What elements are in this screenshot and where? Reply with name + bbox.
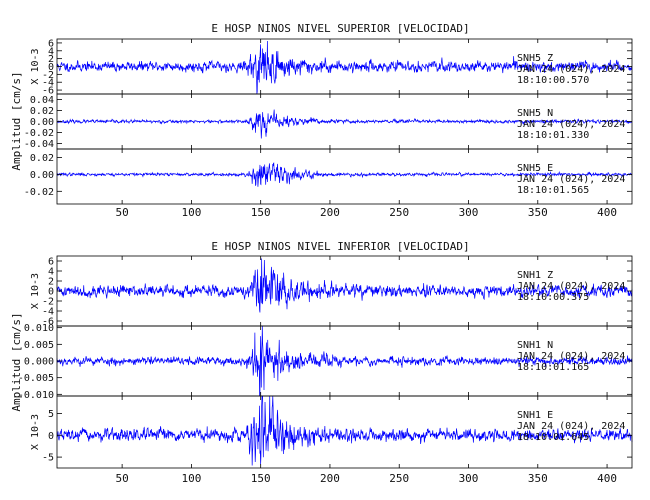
y-tick-label: -0.010 [18,390,54,401]
y-tick-label: -2 [42,297,54,308]
y-tick-label: 2 [48,277,54,288]
x-tick-label: 150 [251,206,271,219]
y-tick-label: -0.02 [24,128,54,139]
station-label: SNH5 N [517,108,553,119]
station-label: SNH5 E [517,163,553,174]
scale-label: X 10-3 [30,48,41,84]
y-tick-label: 0 [48,287,54,298]
time-label: 18:10:01.165 [517,362,589,373]
panel-frame [56,395,633,469]
y-tick-label: -4 [42,78,54,89]
y-tick-label: 2 [48,54,54,65]
y-tick-label: 6 [48,38,54,49]
y-tick-label: 0.00 [30,117,54,128]
y-tick-label: 0.000 [24,357,54,368]
waveform-trace [56,325,633,397]
station-label: SNH1 N [517,340,553,351]
station-label: SNH1 Z [517,270,553,281]
y-axis-label: Amplitud [cm/s] [10,312,23,411]
x-tick-label: 250 [389,472,409,485]
x-tick-label: 100 [181,472,201,485]
x-tick-label: 300 [459,472,479,485]
y-axis-label: Amplitud [cm/s] [10,71,23,170]
y-tick-label: -6 [42,317,54,328]
x-tick-label: 50 [115,472,128,485]
y-tick-label: 5 [48,409,54,420]
chart-title: E HOSP NINOS NIVEL INFERIOR [VELOCIDAD] [211,240,469,253]
y-tick-label: 0.04 [30,95,54,106]
y-tick-label: 0 [48,431,54,442]
x-tick-label: 400 [597,206,617,219]
y-tick-label: -6 [42,86,54,97]
y-tick-label: 0 [48,62,54,73]
x-tick-label: 100 [181,206,201,219]
x-tick-label: 200 [320,206,340,219]
x-tick-label: 350 [528,206,548,219]
y-tick-label: 4 [48,267,54,278]
chart-nivel-superior: E HOSP NINOS NIVEL SUPERIOR [VELOCIDAD] 6… [10,22,633,219]
y-tick-label: 6 [48,257,54,268]
y-tick-label: -0.005 [18,373,54,384]
x-tick-label: 400 [597,472,617,485]
waveform-trace [56,258,633,313]
scale-label: X 10-3 [30,273,41,309]
figure-layer: E HOSP NINOS NIVEL SUPERIOR [VELOCIDAD] 6… [10,22,633,485]
x-tick-label: 150 [251,472,271,485]
chart-nivel-inferior: E HOSP NINOS NIVEL INFERIOR [VELOCIDAD] 6… [10,240,633,485]
scale-label: X 10-3 [30,414,41,450]
y-tick-label: -4 [42,307,54,318]
station-label: SNH5 Z [517,53,553,64]
y-tick-label: 0.010 [24,323,54,334]
date-label: JAN 24 (024), 2024 [517,351,625,362]
time-label: 18:10:00.375 [517,292,589,303]
waveform-trace [56,40,633,95]
waveform-trace [56,109,633,139]
x-tick-label: 200 [320,472,340,485]
waveform-trace [56,395,633,466]
y-tick-label: -5 [42,453,54,464]
chart-title: E HOSP NINOS NIVEL SUPERIOR [VELOCIDAD] [211,22,469,35]
time-label: 18:10:01.565 [517,185,589,196]
date-label: JAN 24 (024), 2024 [517,281,625,292]
x-tick-label: 250 [389,206,409,219]
waveform-trace [56,162,633,187]
date-label: JAN 24 (024), 2024 [517,64,625,75]
y-tick-label: -2 [42,70,54,81]
time-label: 18:10:01.645 [517,432,589,443]
y-tick-label: -0.04 [24,139,54,150]
x-tick-label: 350 [528,472,548,485]
time-label: 18:10:01.330 [517,130,589,141]
y-tick-label: 4 [48,46,54,57]
x-tick-label: 300 [459,206,479,219]
station-label: SNH1 E [517,410,553,421]
x-tick-label: 50 [115,206,128,219]
y-tick-label: 0.00 [30,170,54,181]
date-label: JAN 24 (024), 2024 [517,421,625,432]
date-label: JAN 24 (024), 2024 [517,174,625,185]
y-tick-label: 0.005 [24,340,54,351]
y-tick-label: -0.02 [24,187,54,198]
panel-frame [56,148,633,205]
y-tick-label: 0.02 [30,106,54,117]
time-label: 18:10:00.570 [517,75,589,86]
y-tick-label: 0.02 [30,153,54,164]
date-label: JAN 24 (024), 2024 [517,119,625,130]
